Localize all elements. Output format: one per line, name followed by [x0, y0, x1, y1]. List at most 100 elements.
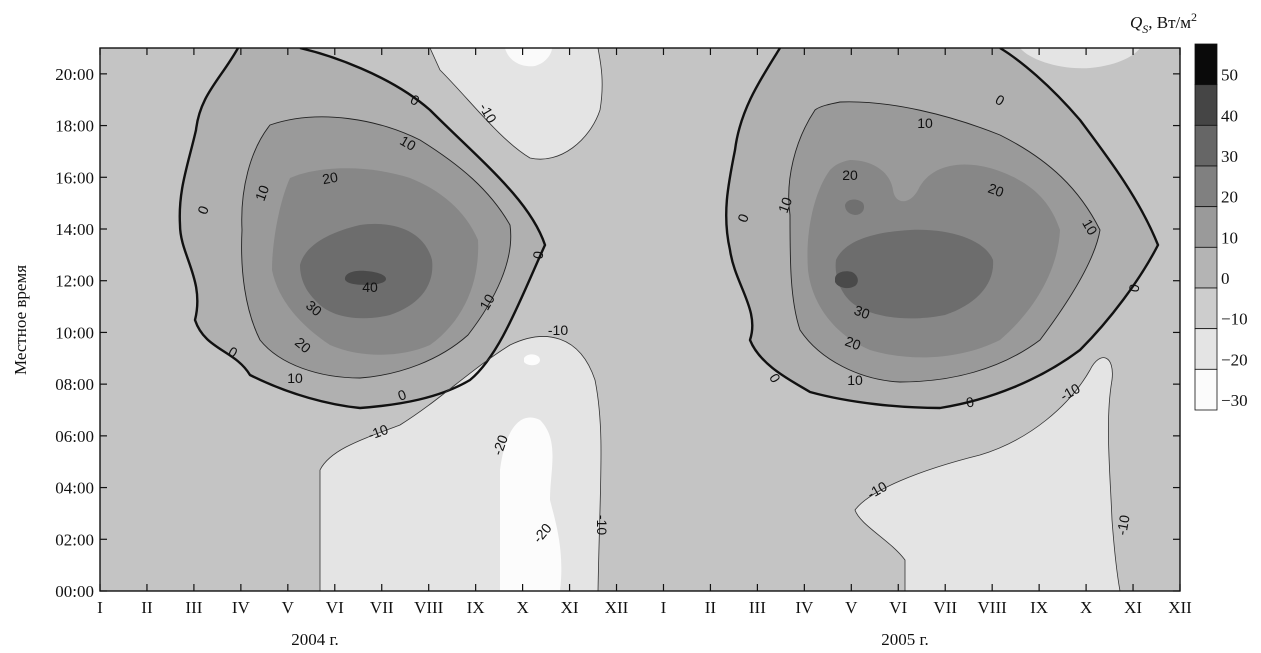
x-tick-label: I [661, 598, 667, 617]
plot-frame [99, 47, 1181, 592]
y-tick-label: 00:00 [55, 582, 94, 601]
contour-neg10-2004 [319, 336, 602, 591]
contour-label: 10 [917, 115, 933, 131]
contour-label-text: -10 [548, 322, 568, 338]
unit-symbol: Q [1130, 13, 1142, 32]
band-neg20-bottom-2004 [500, 417, 562, 591]
band-neg-top-2005 [1020, 48, 1140, 69]
colorbar: 50 40 30 20 10 0 −10 −20 −30 [1194, 43, 1248, 411]
contour-label-text: 10 [397, 132, 419, 154]
contour-label: 20 [843, 333, 863, 353]
colorbar-swatch [1194, 124, 1218, 167]
x-tick-label: XII [605, 598, 629, 617]
contour-labels: 000001010101020203040-10-10-10-10-20-200… [194, 91, 1142, 546]
y-tick-label: 10:00 [55, 323, 94, 342]
contour-label-text: -10 [366, 421, 391, 443]
x-tick-label: II [141, 598, 153, 617]
colorbar-swatch [1194, 43, 1218, 86]
contour-label-text: 0 [1125, 283, 1142, 294]
contour-label: -10 [594, 515, 610, 535]
x-tick-label: XI [561, 598, 579, 617]
colorbar-swatch [1194, 165, 1218, 208]
band-30-blob-2005 [845, 199, 865, 215]
contour-label: 40 [362, 279, 378, 295]
contour-neg10-top-2004 [429, 48, 603, 160]
band-neg-bottom-2005 [855, 357, 1120, 591]
contour-label: 30 [852, 302, 872, 322]
x-tick-label: IX [1030, 598, 1048, 617]
contour-label: 10 [1079, 216, 1101, 238]
contour-label-text: -20 [489, 433, 511, 458]
contour-10-2004 [241, 116, 512, 379]
unit-superscript: 2 [1191, 10, 1197, 24]
x-tick-label: IV [795, 598, 814, 617]
contour-zero-2004 [178, 48, 547, 410]
colorbar-label: 10 [1221, 228, 1238, 247]
contour-label: 10 [847, 372, 863, 388]
contour-label: 10 [397, 132, 419, 154]
contour-label-text: 20 [842, 167, 858, 183]
colorbar-label: 0 [1221, 269, 1230, 288]
band-neg20-blob-2004 [524, 354, 540, 366]
y-tick-label: 16:00 [55, 168, 94, 187]
colorbar-swatch [1194, 206, 1218, 248]
x-tick-label: IV [232, 598, 251, 617]
x-tick-label: VI [326, 598, 344, 617]
contour-label: 10 [476, 291, 498, 313]
contour-field [100, 48, 1180, 591]
y-tick-label: 20:00 [55, 65, 94, 84]
colorbar-label: 30 [1221, 147, 1238, 166]
y-tick-label: 12:00 [55, 272, 94, 291]
x-tick-label: VIII [414, 598, 444, 617]
band-40-2005 [835, 271, 858, 289]
colorbar-swatch [1194, 368, 1218, 411]
unit-suffix: , Вт/м [1148, 13, 1191, 32]
contour-label: 0 [1125, 283, 1142, 294]
x-tick-label: VII [933, 598, 957, 617]
year-label-2005: 2005 г. [881, 630, 929, 649]
contour-label: -10 [548, 322, 568, 338]
contour-neg10-2005 [854, 357, 1121, 591]
x-tick-label: X [1080, 598, 1092, 617]
contour-label-text: 20 [843, 333, 863, 353]
x-tick-label: VI [889, 598, 907, 617]
contour-label: 10 [775, 195, 795, 215]
x-tick-label: V [282, 598, 295, 617]
x-tick-label: V [845, 598, 858, 617]
contour-label: 10 [287, 370, 303, 386]
y-axis-label: Местное время [11, 265, 30, 375]
x-tick-label: III [185, 598, 202, 617]
band-30-40-2005 [835, 229, 994, 319]
colorbar-label: 20 [1221, 188, 1238, 207]
year-label-2004: 2004 г. [291, 630, 339, 649]
colorbar-swatch [1194, 328, 1218, 370]
contour-label: -10 [366, 421, 391, 443]
contour-label-text: 10 [775, 195, 795, 215]
y-tick-label: 14:00 [55, 220, 94, 239]
contour-label-text: 0 [965, 393, 976, 410]
band-40-2004 [344, 270, 386, 285]
contour-label-text: 10 [917, 115, 933, 131]
y-tick-label: 08:00 [55, 375, 94, 394]
contour-label-text: 10 [287, 370, 303, 386]
y-tick-label: 18:00 [55, 117, 94, 136]
contour-label-text: 10 [252, 183, 272, 203]
y-tick-label: 02:00 [55, 530, 94, 549]
contour-label-text: 30 [852, 302, 872, 322]
colorbar-label: −10 [1221, 310, 1248, 329]
colorbar-label: 50 [1221, 66, 1238, 85]
contour-label-text: 20 [321, 169, 339, 187]
colorbar-swatch [1194, 84, 1218, 126]
contour-lines [178, 48, 1160, 591]
contour-label-text: 0 [529, 250, 546, 261]
contour-label: -20 [489, 433, 511, 458]
contour-label: 20 [986, 180, 1006, 200]
band-neg-top-2004 [430, 48, 603, 160]
unit-subscript: S [1142, 22, 1148, 36]
colorbar-label: −30 [1221, 391, 1248, 410]
x-tick-label: I [97, 598, 103, 617]
contour-label-text: 40 [362, 279, 378, 295]
y-axis: 00:00 02:00 04:00 06:00 08:00 10:00 12:00 14:00… [55, 65, 1180, 601]
y-tick-label: 06:00 [55, 427, 94, 446]
